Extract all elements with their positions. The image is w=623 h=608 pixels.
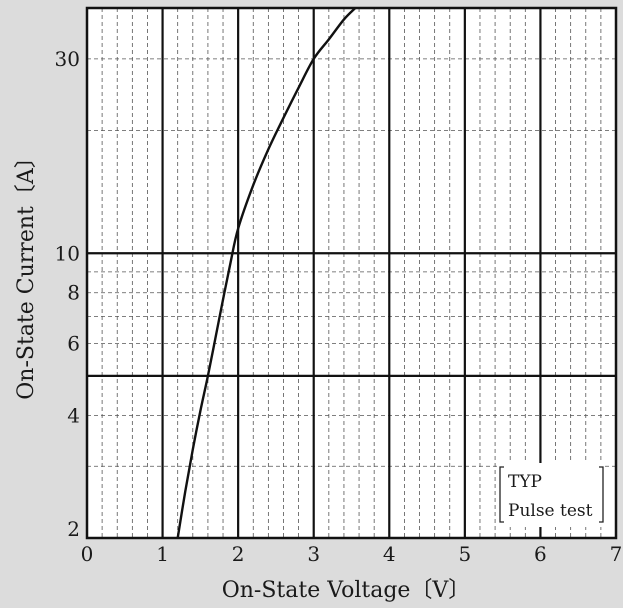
note-line-pulse-test: Pulse test (508, 501, 593, 521)
note-right-bracket (599, 466, 604, 523)
plot-background (87, 8, 616, 538)
x-tick-label: 7 (610, 542, 623, 566)
x-tick-label: 2 (232, 542, 245, 566)
minor-grid (87, 8, 616, 538)
y-tick-label: 30 (55, 47, 80, 71)
note-line-typ: TYP (508, 472, 542, 492)
note-background (497, 463, 605, 527)
x-tick-label: 6 (534, 542, 547, 566)
y-tick-label: 4 (67, 403, 80, 427)
x-tick-label: 0 (81, 542, 94, 566)
series-layer (176, 8, 357, 538)
y-tick-label: 2 (67, 517, 80, 541)
plot-frame (85, 6, 618, 540)
x-tick-label: 3 (307, 542, 320, 566)
y-tick-label: 8 (67, 281, 80, 305)
test-condition-note: TYP Pulse test (497, 463, 605, 527)
note-left-bracket (499, 466, 504, 523)
y-axis-title: On-State Current〔A〕 (14, 146, 39, 399)
x-axis-title: On-State Voltage〔V〕 (222, 578, 471, 603)
x-tick-label: 4 (383, 542, 396, 566)
series-line (176, 8, 357, 538)
major-grid (87, 8, 616, 538)
y-tick-labels: 2 4 6 8 10 30 (55, 47, 80, 541)
x-tick-labels: 0 1 2 3 4 5 6 7 (81, 542, 623, 566)
x-tick-label: 1 (156, 542, 169, 566)
x-tick-label: 5 (458, 542, 471, 566)
y-tick-label: 10 (55, 241, 80, 265)
y-tick-label: 6 (67, 332, 80, 356)
